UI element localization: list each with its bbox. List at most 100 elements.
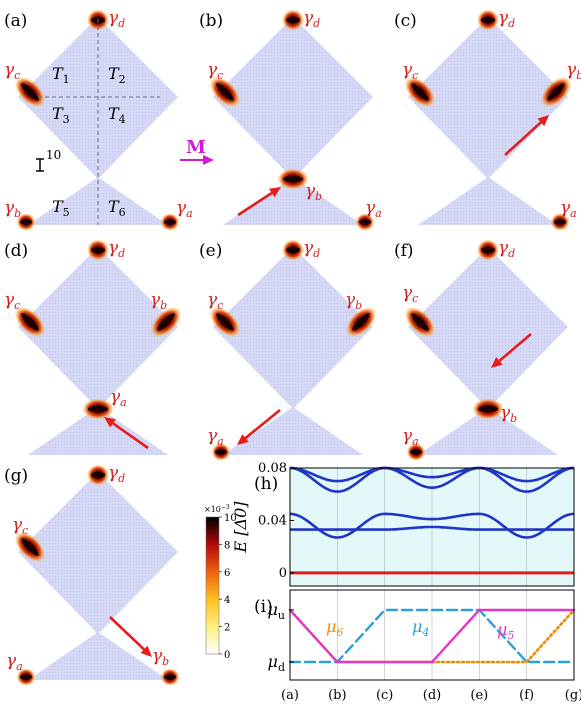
gamma-label-d: γd [498,8,515,30]
gamma-label-a: γa [402,426,419,448]
mu-xtick: (g) [565,688,581,703]
mu-series-label-2: μ5 [497,620,514,642]
gamma-label-c: γc [402,60,418,82]
gamma-label-b: γb [566,60,581,82]
majorana-mode-a [20,674,32,680]
colorbar-tick: 8 [224,540,230,551]
energy-chart: 0.08 0.04 0 E [Δ0](h) [231,461,575,587]
panel-label-b: (b) [199,11,223,31]
colorbar: 10 8 6 4 2 0 ×10−3 [204,504,237,661]
energy-band-1 [290,525,574,531]
majorana-mode-c [216,313,234,331]
majorana-mode-c [216,83,234,101]
gamma-label-c: γc [402,283,418,305]
majorana-mode-a [554,219,566,225]
mu-ytick: μd [268,652,285,674]
mu-series-2 [288,608,576,664]
lattice-upper [18,472,178,634]
energy-ytick: 0.08 [258,461,287,476]
lattice-panel-d: γd γc γb γa (d) [4,238,182,455]
magnetic-field-indicator: M [180,137,214,165]
field-label: M [186,137,206,158]
motion-arrow [104,417,149,450]
colorbar-tick: 2 [224,623,230,634]
gamma-label-c: γc [207,60,223,82]
energy-band-4 [290,466,574,483]
lattice-upper [408,17,568,179]
majorana-mode-d [91,246,105,254]
panel-label-f: (f) [394,241,414,261]
energy-ylabel: E [Δ0] [231,501,250,554]
mu-series-label-0: μ6 [326,617,343,639]
motion-arrow [504,115,549,156]
majorana-mode-b [157,313,175,331]
energy-ytick: 0.04 [258,513,287,528]
motion-arrow [491,333,532,368]
gamma-label-d: γd [498,238,515,260]
lattice-upper [18,247,178,409]
motion-arrow [109,616,152,657]
gamma-label-b: γb [500,403,517,425]
majorana-mode-d [286,246,300,254]
majorana-mode-a [359,219,371,225]
panel-label-g: (g) [4,466,28,486]
gamma-label-b: γb [4,198,21,220]
gamma-label-c: γc [4,290,20,312]
majorana-mode-b [352,313,370,331]
majorana-mode-d [91,471,105,479]
mu-xtick: (a) [281,688,299,703]
lattice-panel-b: γd γc γb γa (b) [199,8,382,231]
panel-label-d: (d) [4,241,28,261]
majorana-mode-d [481,246,495,254]
gamma-label-a: γa [207,426,224,448]
majorana-mode-c [21,538,39,556]
mu-xtick: (f) [519,688,534,703]
panel-label-h: (h) [254,474,278,494]
majorana-mode-a [164,219,176,225]
gamma-label-b: γb [150,290,167,312]
panel-label-i: (i) [254,597,273,617]
gamma-label-d: γd [108,238,125,260]
gamma-label-d: γd [108,463,125,485]
majorana-mode-d [481,16,495,24]
colorbar-gradient [205,516,220,655]
energy-band-3 [290,466,574,493]
gamma-label-c: γc [12,515,28,537]
majorana-mode-b [478,405,498,413]
majorana-mode-c [411,83,429,101]
colorbar-tick: 6 [224,568,230,579]
mu-xtick: (c) [376,688,393,703]
gamma-label-b: γb [152,646,169,668]
majorana-mode-b [547,83,565,101]
gamma-label-c: γc [207,290,223,312]
mu-xtick: (e) [470,688,488,703]
mu-series-label-1: μ4 [412,617,429,639]
field-arrow [180,155,214,165]
energy-plot-frame [289,467,575,587]
lattice-panel-e: γd γc γb γa (e) [199,238,377,461]
colorbar-exponent: ×10−3 [204,504,230,514]
lattice-upper [408,247,568,409]
gamma-label-a: γa [110,387,127,409]
gamma-label-d: γd [108,8,125,30]
lattice-panel-g: γd γc γb γa (g) [4,463,180,686]
energy-band-2 [290,512,574,539]
energy-ytick: 0 [279,566,287,581]
majorana-mode-a [410,449,422,455]
motion-arrow [237,408,281,445]
majorana-mode-c [21,83,39,101]
gamma-label-a: γa [6,651,23,673]
panel-label-a: (a) [4,11,27,31]
colorbar-tick: 0 [224,650,230,661]
motion-arrow [237,187,281,217]
gamma-label-b: γb [345,290,362,312]
gamma-label-b: γb [305,181,322,203]
majorana-mode-b [283,175,303,183]
majorana-mode-b [20,219,32,225]
gamma-label-a: γa [365,198,382,220]
mu-xtick: (d) [423,688,441,703]
majorana-mode-d [286,16,300,24]
